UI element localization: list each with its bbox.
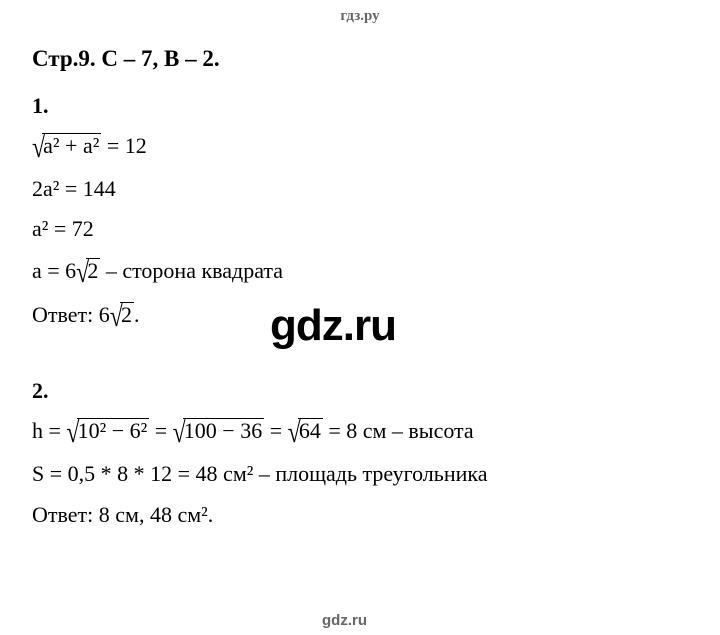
sqrt-expr: √64	[288, 415, 323, 449]
eq-text: = 12	[101, 133, 146, 158]
sqrt-expr: √a² + a²	[32, 130, 101, 164]
radical-sign: √	[110, 297, 123, 339]
text: h =	[32, 418, 66, 443]
sqrt-expr: √2	[110, 299, 134, 333]
watermark-top: гдз.ру	[0, 0, 720, 25]
text: =	[264, 418, 287, 443]
watermark-bottom: gdz.ru	[322, 612, 367, 629]
answer-label: Ответ: 6	[32, 302, 110, 327]
sqrt-expr: √10² − 6²	[66, 415, 149, 449]
sqrt-expr: √100 − 36	[173, 415, 265, 449]
radicand: 10² − 6²	[77, 418, 150, 442]
watermark-center: gdz.ru	[270, 301, 396, 351]
p1-line1: √a² + a² = 12	[32, 130, 688, 164]
sqrt-expr: √2	[76, 255, 100, 289]
radicand: a² + a²	[42, 133, 101, 157]
p1-line2: 2a² = 144	[32, 174, 688, 205]
p2-line2: S = 0,5 * 8 * 12 = 48 см² – площадь треу…	[32, 459, 688, 490]
p1-line3: a² = 72	[32, 214, 688, 245]
problem-2-number: 2.	[32, 376, 688, 407]
p1-line4: a = 6√2 – сторона квадрата	[32, 255, 688, 289]
problem-1-number: 1.	[32, 91, 688, 122]
radical-sign: √	[76, 253, 89, 295]
radical-sign: √	[288, 413, 301, 455]
text: – сторона квадрата	[100, 258, 283, 283]
p2-line1: h = √10² − 6² = √100 − 36 = √64 = 8 см –…	[32, 415, 688, 449]
text: .	[134, 302, 140, 327]
text: =	[149, 418, 172, 443]
radicand: 64	[298, 418, 323, 442]
p2-answer: Ответ: 8 см, 48 см².	[32, 500, 688, 531]
document-body: Стр.9. С – 7, В – 2. 1. √a² + a² = 12 2a…	[0, 25, 720, 530]
radical-sign: √	[32, 128, 45, 170]
radical-sign: √	[66, 413, 79, 455]
radical-sign: √	[173, 413, 186, 455]
radicand: 100 − 36	[183, 418, 264, 442]
text: a = 6	[32, 258, 76, 283]
text: = 8 см – высота	[323, 418, 474, 443]
page-heading: Стр.9. С – 7, В – 2.	[32, 43, 688, 75]
